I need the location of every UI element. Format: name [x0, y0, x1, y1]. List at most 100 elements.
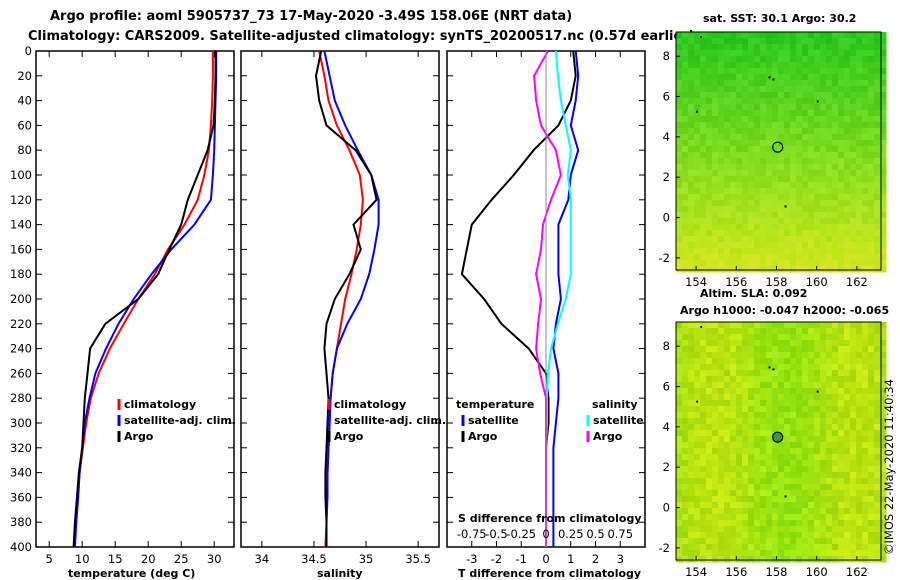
map-cell: [790, 152, 797, 159]
map-cell: [676, 334, 683, 341]
map-cell: [796, 158, 803, 165]
map-cell: [772, 418, 779, 425]
map-cell: [724, 74, 731, 81]
map-cell: [820, 56, 827, 63]
map-cell: [880, 472, 887, 479]
map-cell: [790, 472, 797, 479]
map-cell: [772, 322, 779, 329]
map-cell: [784, 164, 791, 171]
map-cell: [832, 74, 839, 81]
map-cell: [796, 188, 803, 195]
map-cell: [700, 74, 707, 81]
map-cell: [724, 230, 731, 237]
map-cell: [682, 176, 689, 183]
map-cell: [682, 158, 689, 165]
map-cell: [802, 44, 809, 51]
map-cell: [880, 62, 887, 69]
map-cell: [700, 394, 707, 401]
map-cell: [700, 472, 707, 479]
depth-tick-label: 60: [17, 118, 32, 132]
map-cell: [724, 182, 731, 189]
map-cell: [688, 212, 695, 219]
map-cell: [832, 460, 839, 467]
map-cell: [862, 188, 869, 195]
map-cell: [712, 328, 719, 335]
map-cell: [688, 218, 695, 225]
map-cell: [778, 358, 785, 365]
map-cell: [826, 364, 833, 371]
map-cell: [868, 62, 875, 69]
map-cell: [880, 454, 887, 461]
map-cell: [688, 406, 695, 413]
map-cell: [820, 538, 827, 545]
map-cell: [784, 140, 791, 147]
map-cell: [760, 322, 767, 329]
map-cell: [730, 340, 737, 347]
map-cell: [736, 44, 743, 51]
map-cell: [676, 430, 683, 437]
map-cell: [742, 532, 749, 539]
map-cell: [766, 182, 773, 189]
map-cell: [814, 74, 821, 81]
map-cell: [754, 206, 761, 213]
map-cell: [676, 352, 683, 359]
map-cell: [694, 212, 701, 219]
map-cell: [742, 152, 749, 159]
map-cell: [688, 412, 695, 419]
map-cell: [694, 442, 701, 449]
map-cell: [862, 538, 869, 545]
map-cell: [832, 436, 839, 443]
map-cell: [772, 400, 779, 407]
map-cell: [802, 538, 809, 545]
map-cell: [790, 322, 797, 329]
map-cell: [688, 400, 695, 407]
map-cell: [676, 556, 683, 563]
map-cell: [760, 394, 767, 401]
map-cell: [766, 370, 773, 377]
map-cell: [688, 448, 695, 455]
depth-tick-label: 380: [10, 515, 32, 529]
map-cell: [874, 436, 881, 443]
map-cell: [838, 44, 845, 51]
map-cell: [820, 370, 827, 377]
map-cell: [772, 98, 779, 105]
map-cell: [802, 412, 809, 419]
map-cell: [676, 346, 683, 353]
map-cell: [688, 508, 695, 515]
map-cell: [760, 44, 767, 51]
map-cell: [790, 478, 797, 485]
map-cell: [712, 472, 719, 479]
map-cell: [682, 442, 689, 449]
island: [696, 110, 699, 113]
map-cell: [784, 334, 791, 341]
map-cell: [784, 328, 791, 335]
map-cell: [706, 484, 713, 491]
map-cell: [778, 128, 785, 135]
map-cell: [790, 550, 797, 557]
sst-map-panel: sat. SST: 30.1 Argo: 30.2 154 156 158 160 16…: [659, 12, 887, 289]
map-cell: [772, 194, 779, 201]
map-cell: [838, 200, 845, 207]
map-cell: [718, 514, 725, 521]
map-cell: [724, 254, 731, 261]
map-cell: [832, 62, 839, 69]
map-cell: [790, 248, 797, 255]
map-cell: [796, 242, 803, 249]
map-cell: [718, 74, 725, 81]
map-cell: [820, 170, 827, 177]
map-cell: [832, 466, 839, 473]
map-cell: [676, 370, 683, 377]
map-cell: [808, 352, 815, 359]
map-cell: [712, 38, 719, 45]
map-cell: [700, 140, 707, 147]
map-cell: [772, 134, 779, 141]
map-x-tick-label: 160: [806, 275, 828, 289]
map-cell: [874, 104, 881, 111]
map-cell: [838, 116, 845, 123]
map-cell: [802, 98, 809, 105]
map-cell: [688, 466, 695, 473]
map-cell: [838, 110, 845, 117]
map-cell: [832, 56, 839, 63]
map-cell: [772, 484, 779, 491]
map-cell: [778, 56, 785, 63]
